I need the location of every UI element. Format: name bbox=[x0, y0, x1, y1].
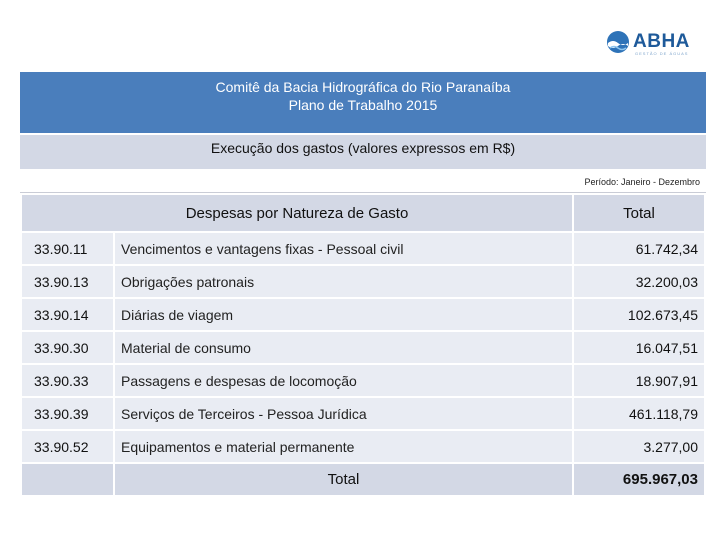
abha-logo: ABHA GESTÃO DE ÁGUAS bbox=[606, 30, 696, 60]
title-band: Comitê da Bacia Hidrográfica do Rio Para… bbox=[20, 72, 706, 133]
row-code: 33.90.39 bbox=[22, 398, 113, 429]
period-label: Período: Janeiro - Dezembro bbox=[584, 177, 700, 187]
row-description: Serviços de Terceiros - Pessoa Jurídica bbox=[115, 398, 572, 429]
expense-table: Despesas por Natureza de Gasto Total 33.… bbox=[20, 193, 706, 497]
total-label: Total bbox=[115, 464, 572, 495]
table-row: 33.90.30 Material de consumo 16.047,51 bbox=[22, 332, 704, 363]
row-value: 18.907,91 bbox=[574, 365, 704, 396]
logo-name: ABHA bbox=[633, 31, 690, 52]
total-row: Total 695.967,03 bbox=[22, 464, 704, 495]
row-code: 33.90.52 bbox=[22, 431, 113, 462]
logo-tagline: GESTÃO DE ÁGUAS bbox=[635, 51, 689, 56]
row-value: 461.118,79 bbox=[574, 398, 704, 429]
table-row: 33.90.13 Obrigações patronais 32.200,03 bbox=[22, 266, 704, 297]
row-value: 61.742,34 bbox=[574, 233, 704, 264]
row-description: Diárias de viagem bbox=[115, 299, 572, 330]
water-drop-logo-icon bbox=[607, 31, 629, 53]
plan-title: Plano de Trabalho 2015 bbox=[288, 97, 438, 113]
row-value: 16.047,51 bbox=[574, 332, 704, 363]
row-value: 3.277,00 bbox=[574, 431, 704, 462]
table-row: 33.90.33 Passagens e despesas de locomoç… bbox=[22, 365, 704, 396]
table-header: Despesas por Natureza de Gasto Total bbox=[22, 195, 704, 231]
row-code: 33.90.11 bbox=[22, 233, 113, 264]
subtitle: Execução dos gastos (valores expressos e… bbox=[210, 140, 516, 156]
row-description: Material de consumo bbox=[115, 332, 572, 363]
row-code: 33.90.30 bbox=[22, 332, 113, 363]
row-description: Equipamentos e material permanente bbox=[115, 431, 572, 462]
period-band: Período: Janeiro - Dezembro bbox=[20, 172, 706, 193]
subtitle-band: Execução dos gastos (valores expressos e… bbox=[20, 135, 706, 169]
row-code: 33.90.14 bbox=[22, 299, 113, 330]
table-row: 33.90.52 Equipamentos e material permane… bbox=[22, 431, 704, 462]
total-empty-cell bbox=[22, 464, 113, 495]
table-row: 33.90.11 Vencimentos e vantagens fixas -… bbox=[22, 233, 704, 264]
table-row: 33.90.14 Diárias de viagem 102.673,45 bbox=[22, 299, 704, 330]
header-description: Despesas por Natureza de Gasto bbox=[22, 195, 572, 231]
row-description: Obrigações patronais bbox=[115, 266, 572, 297]
header-total: Total bbox=[574, 195, 704, 231]
row-description: Passagens e despesas de locomoção bbox=[115, 365, 572, 396]
committee-title: Comitê da Bacia Hidrográfica do Rio Para… bbox=[215, 79, 511, 95]
table-row: 33.90.39 Serviços de Terceiros - Pessoa … bbox=[22, 398, 704, 429]
total-value: 695.967,03 bbox=[574, 464, 704, 495]
row-code: 33.90.13 bbox=[22, 266, 113, 297]
row-description: Vencimentos e vantagens fixas - Pessoal … bbox=[115, 233, 572, 264]
row-value: 32.200,03 bbox=[574, 266, 704, 297]
row-value: 102.673,45 bbox=[574, 299, 704, 330]
row-code: 33.90.33 bbox=[22, 365, 113, 396]
